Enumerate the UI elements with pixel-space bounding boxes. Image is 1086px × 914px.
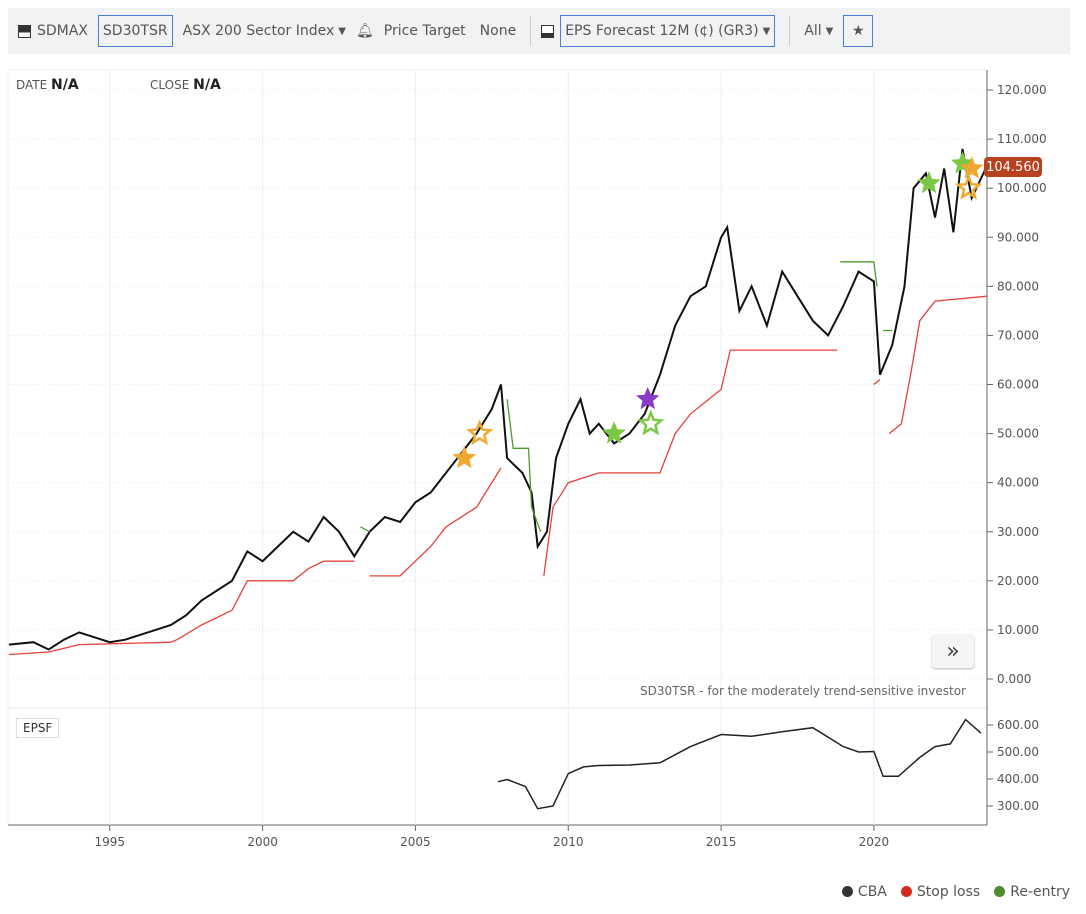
price-target-button[interactable]: 🔔︎ Price Target bbox=[355, 23, 466, 39]
x-tick-label: 2000 bbox=[247, 835, 278, 849]
x-tick-label: 2010 bbox=[553, 835, 584, 849]
range-dropdown[interactable]: All ▼ bbox=[804, 23, 834, 39]
y-tick-label: 80.000 bbox=[997, 279, 1039, 293]
series-stop-loss-line bbox=[369, 467, 502, 577]
signal-star-marker bbox=[917, 170, 941, 194]
caret-down-icon: ▼ bbox=[762, 25, 771, 37]
divider bbox=[530, 16, 532, 46]
plot-frame bbox=[7, 69, 988, 826]
signal-star-marker bbox=[637, 409, 665, 436]
y-tick-label: 90.000 bbox=[997, 230, 1039, 244]
x-tick-label: 2015 bbox=[706, 835, 737, 849]
model-selector[interactable]: SD30TSR bbox=[97, 15, 173, 47]
date-readout: DATE N/A bbox=[16, 77, 79, 93]
legend-item-re-entry[interactable]: Re-entry bbox=[994, 884, 1070, 900]
lower-panel-label: EPSF bbox=[16, 718, 60, 738]
series-stop-loss-line bbox=[873, 379, 881, 386]
legend-item-stop-loss[interactable]: Stop loss bbox=[900, 884, 980, 900]
bell-icon: 🔔︎ bbox=[355, 23, 374, 39]
y-tick-label: 0.000 bbox=[997, 672, 1031, 686]
x-tick-label: 2005 bbox=[400, 835, 431, 849]
sdmax-button[interactable]: SDMAX bbox=[18, 15, 88, 47]
series-re-entry-line bbox=[506, 399, 542, 533]
series-re-entry-line bbox=[840, 261, 878, 287]
y-tick-label: 40.000 bbox=[997, 476, 1039, 490]
x-tick-label: 2020 bbox=[859, 835, 890, 849]
signal-star-marker bbox=[955, 173, 983, 200]
series-re-entry-line bbox=[360, 526, 370, 533]
y-tick-label: 20.000 bbox=[997, 574, 1039, 588]
epsf-line bbox=[497, 718, 982, 810]
x-tick-label: 1995 bbox=[95, 835, 126, 849]
last-price-tag: 104.560 bbox=[984, 157, 1042, 177]
divider bbox=[789, 16, 791, 46]
caret-down-icon: ▼ bbox=[825, 25, 834, 37]
favorite-button[interactable]: ★ bbox=[843, 15, 874, 47]
signal-star-marker bbox=[602, 421, 626, 444]
y-tick-label: 120.000 bbox=[997, 83, 1047, 97]
index-dropdown[interactable]: ASX 200 Sector Index ▼ bbox=[182, 23, 346, 39]
y-tick-label: 60.000 bbox=[997, 378, 1039, 392]
toolbar: SDMAX SD30TSR ASX 200 Sector Index ▼ 🔔︎ Pr… bbox=[8, 8, 1070, 54]
y-tick-label: 10.000 bbox=[997, 623, 1039, 637]
y-tick-label: 100.000 bbox=[997, 181, 1047, 195]
scroll-to-latest-button[interactable]: » bbox=[932, 634, 974, 668]
lower-y-tick-label: 300.00 bbox=[997, 799, 1039, 813]
lower-y-tick-label: 500.00 bbox=[997, 745, 1039, 759]
price-target-value: None bbox=[479, 23, 517, 39]
caret-down-icon: ▼ bbox=[338, 25, 346, 37]
series-stop-loss-line bbox=[8, 560, 355, 656]
indicator-dropdown[interactable]: EPS Forecast 12M (¢) (GR3) ▼ bbox=[560, 15, 776, 47]
star-icon: ★ bbox=[852, 23, 865, 39]
chart-subtitle: SD30TSR - for the moderately trend-sensi… bbox=[640, 684, 966, 698]
signal-star-marker bbox=[452, 445, 477, 469]
panel-bottom-icon bbox=[541, 24, 555, 38]
legend: CBA Stop loss Re-entry bbox=[841, 884, 1070, 900]
signal-star-marker bbox=[466, 419, 494, 446]
y-tick-label: 30.000 bbox=[997, 525, 1039, 539]
close-readout: CLOSE N/A bbox=[150, 77, 221, 93]
lower-y-tick-label: 400.00 bbox=[997, 772, 1039, 786]
y-tick-label: 50.000 bbox=[997, 427, 1039, 441]
series-stop-loss-line bbox=[888, 295, 988, 435]
y-tick-label: 110.000 bbox=[997, 132, 1047, 146]
series-cba-line bbox=[8, 148, 988, 651]
signal-star-marker bbox=[960, 156, 984, 179]
legend-item-cba[interactable]: CBA bbox=[841, 884, 887, 900]
y-tick-label: 70.000 bbox=[997, 328, 1039, 342]
signal-star-marker bbox=[636, 386, 660, 410]
lower-y-tick-label: 600.00 bbox=[997, 718, 1039, 732]
series-stop-loss-line bbox=[543, 349, 838, 576]
panel-icon bbox=[18, 24, 31, 38]
